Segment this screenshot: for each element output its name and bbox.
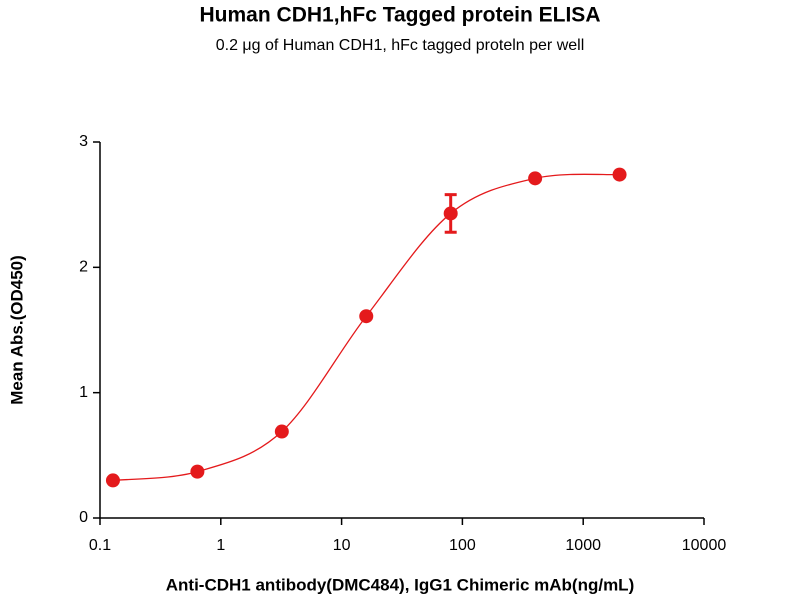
x-axis-label: Anti-CDH1 antibody(DMC484), IgG1 Chimeri… xyxy=(166,575,634,594)
chart-subtitle: 0.2 μg of Human CDH1, hFc tagged proteln… xyxy=(216,37,585,54)
y-tick-label: 3 xyxy=(79,133,88,150)
y-axis-label: Mean Abs.(OD450) xyxy=(7,255,26,405)
fit-curve xyxy=(112,173,620,482)
y-tick-label: 1 xyxy=(79,384,88,401)
x-tick-label: 1 xyxy=(216,537,225,554)
x-tick-label: 1000 xyxy=(565,537,601,554)
x-tick-label: 0.1 xyxy=(89,537,111,554)
data-point xyxy=(528,171,543,186)
x-tick-label: 100 xyxy=(449,537,476,554)
x-tick-label: 10000 xyxy=(682,537,727,554)
data-point xyxy=(359,309,374,324)
y-tick-label: 2 xyxy=(79,259,88,276)
chart-title: Human CDH1,hFc Tagged protein ELISA xyxy=(200,4,601,27)
data-point xyxy=(443,206,458,221)
data-point xyxy=(274,424,289,439)
data-point xyxy=(105,473,120,488)
y-tick-label: 0 xyxy=(79,509,88,526)
data-point xyxy=(612,167,627,182)
data-point xyxy=(190,464,205,479)
x-tick-label: 10 xyxy=(333,537,351,554)
